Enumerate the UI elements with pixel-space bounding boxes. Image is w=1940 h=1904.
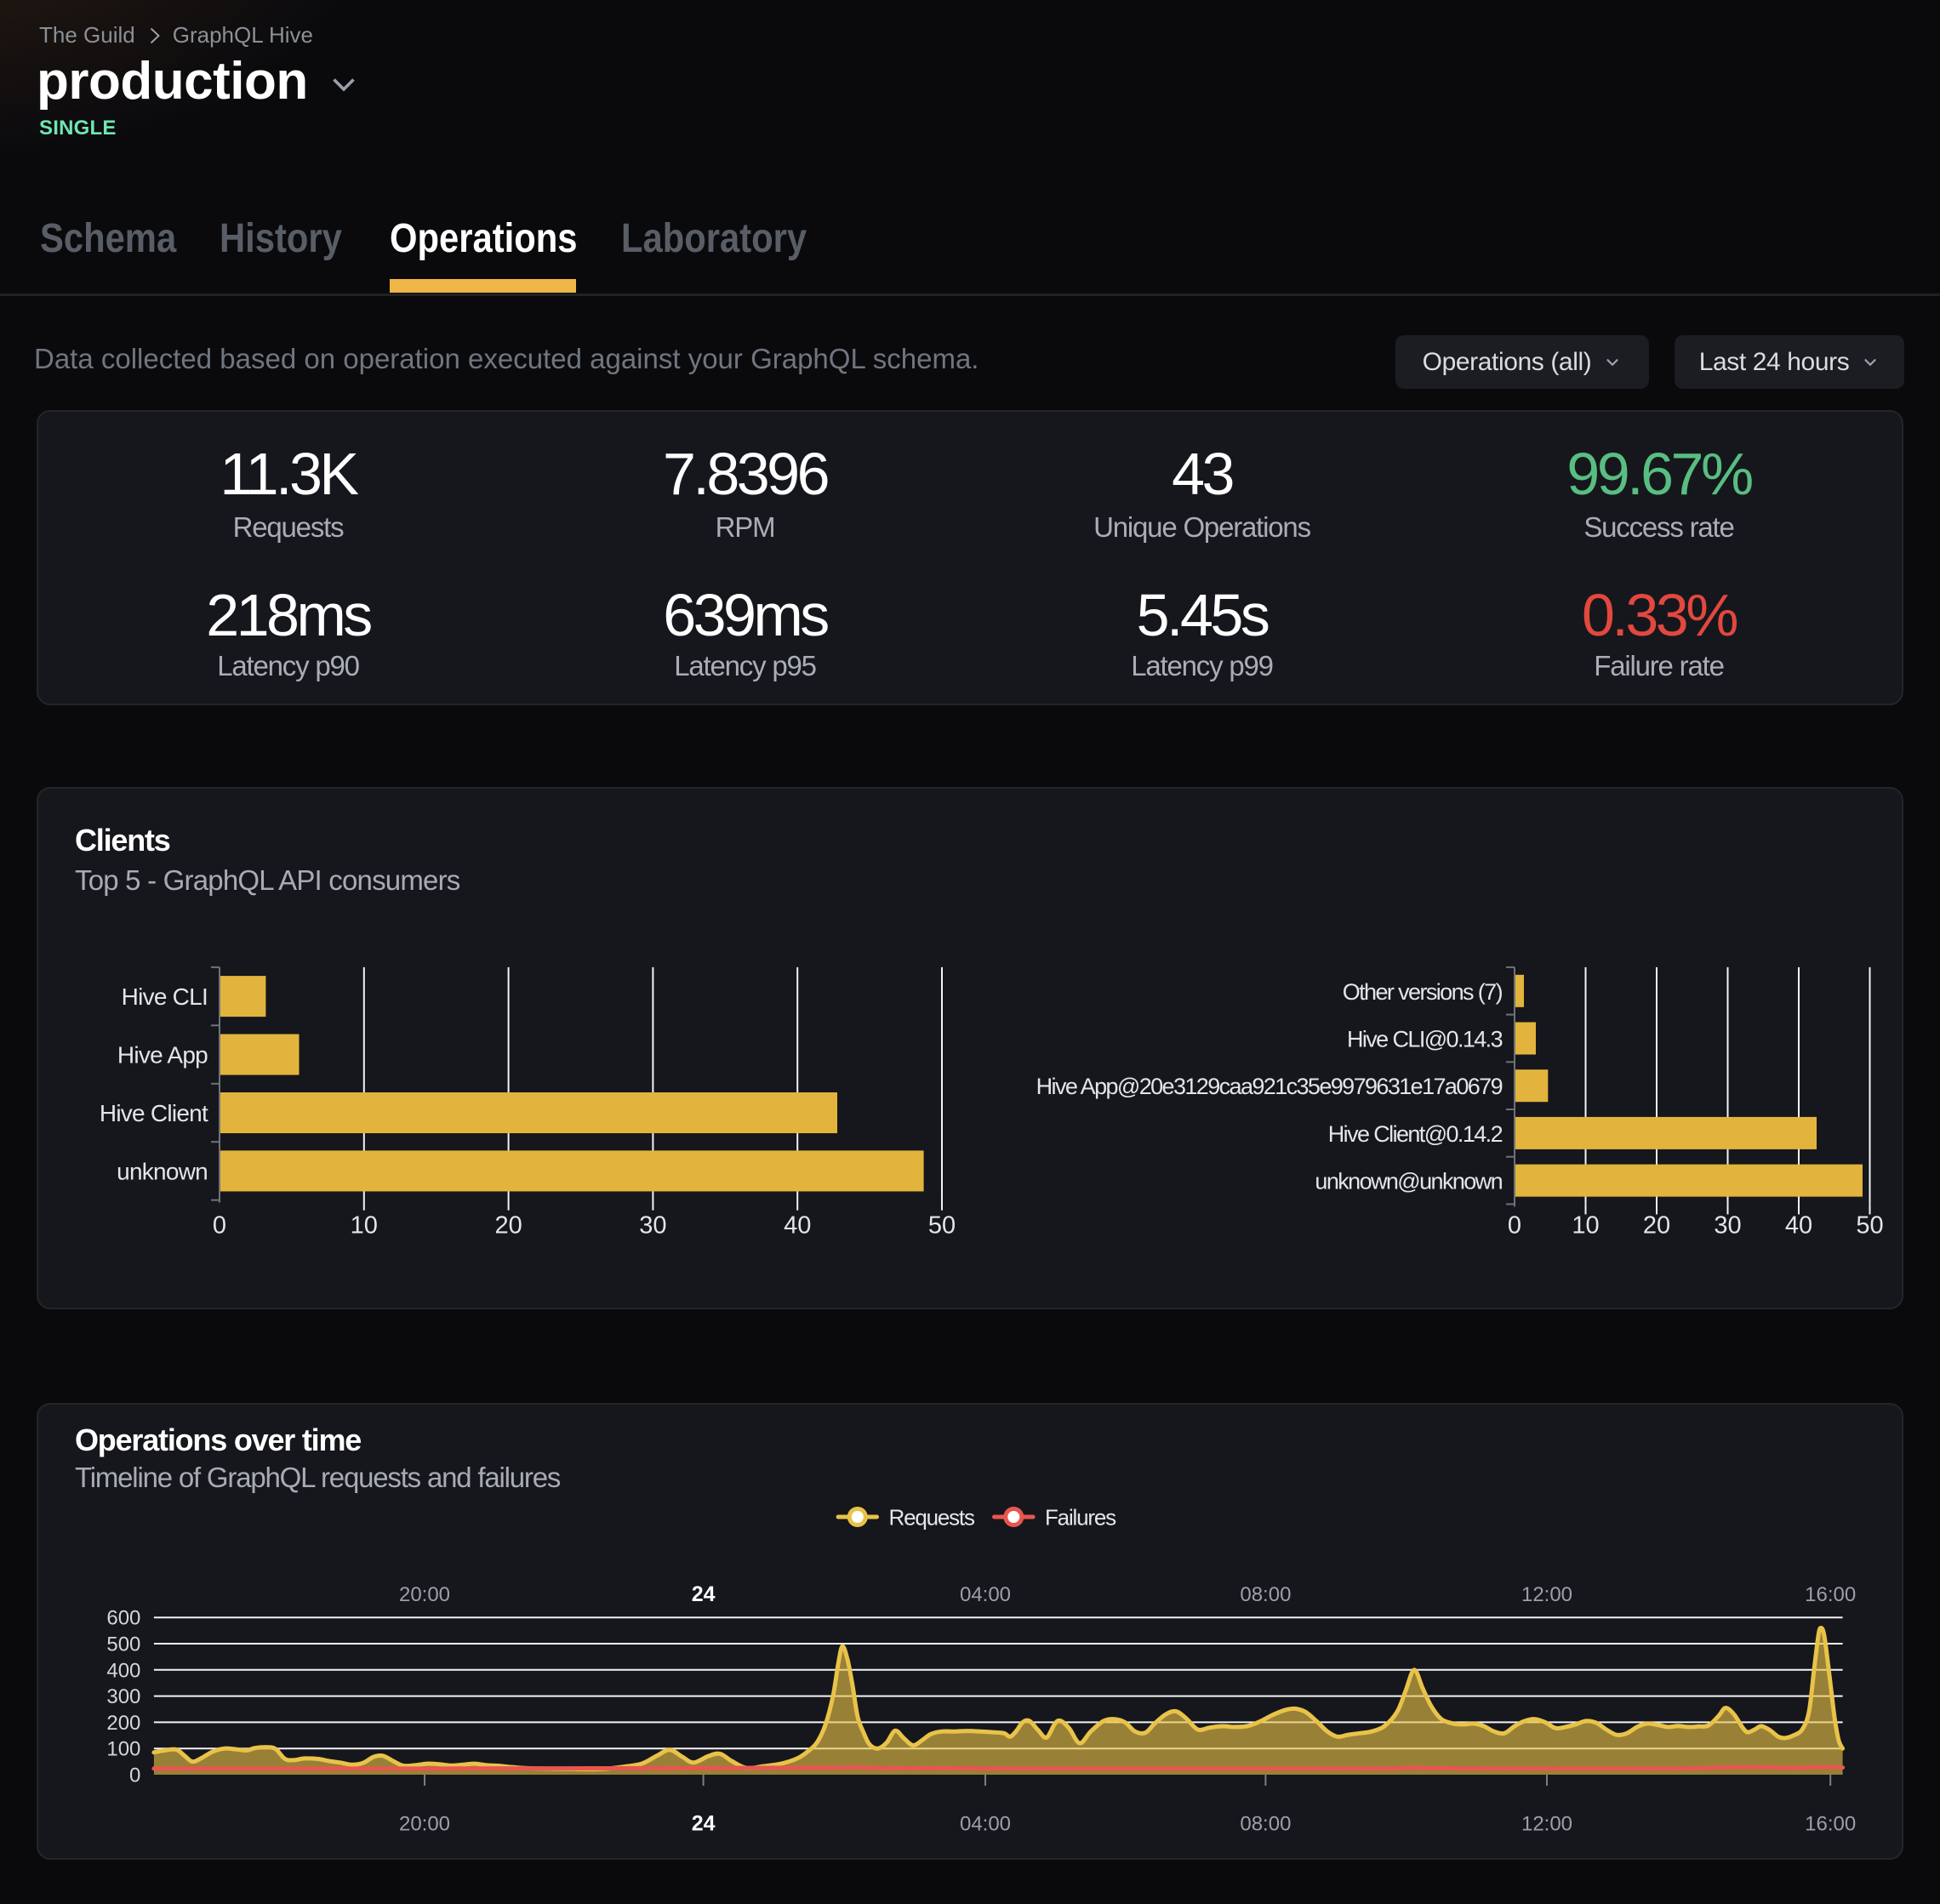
svg-text:24: 24 (692, 1812, 716, 1836)
svg-text:20:00: 20:00 (399, 1813, 450, 1836)
svg-text:12:00: 12:00 (1521, 1813, 1572, 1836)
svg-text:20: 20 (1643, 1212, 1670, 1240)
svg-text:Other versions (7): Other versions (7) (1343, 979, 1503, 1005)
svg-text:04:00: 04:00 (960, 1583, 1011, 1606)
svg-text:50: 50 (928, 1212, 956, 1240)
svg-text:0: 0 (129, 1764, 140, 1787)
svg-text:12:00: 12:00 (1521, 1583, 1572, 1606)
svg-text:40: 40 (1785, 1212, 1812, 1240)
svg-text:10: 10 (351, 1212, 378, 1240)
svg-text:08:00: 08:00 (1240, 1583, 1291, 1606)
svg-text:unknown@unknown: unknown@unknown (1315, 1169, 1502, 1194)
svg-text:10: 10 (1572, 1212, 1599, 1240)
svg-text:24: 24 (692, 1582, 716, 1606)
svg-text:500: 500 (106, 1633, 140, 1656)
svg-text:08:00: 08:00 (1240, 1813, 1291, 1836)
svg-text:Hive App: Hive App (117, 1042, 208, 1069)
svg-text:unknown: unknown (117, 1158, 208, 1184)
svg-text:20: 20 (494, 1212, 522, 1240)
svg-text:30: 30 (1714, 1212, 1741, 1240)
svg-text:04:00: 04:00 (960, 1813, 1011, 1836)
svg-text:Requests: Requests (889, 1505, 975, 1531)
svg-text:600: 600 (106, 1607, 140, 1630)
svg-text:Hive Client@0.14.2: Hive Client@0.14.2 (1328, 1121, 1503, 1147)
svg-text:40: 40 (784, 1212, 811, 1240)
svg-text:Hive CLI: Hive CLI (122, 983, 208, 1010)
svg-text:16:00: 16:00 (1805, 1583, 1856, 1606)
svg-text:20:00: 20:00 (399, 1583, 450, 1606)
svg-text:400: 400 (106, 1659, 140, 1682)
svg-text:50: 50 (1856, 1212, 1883, 1240)
svg-text:100: 100 (106, 1738, 140, 1761)
svg-text:300: 300 (106, 1685, 140, 1708)
svg-text:Hive Client: Hive Client (100, 1100, 208, 1126)
svg-text:Failures: Failures (1045, 1505, 1116, 1531)
svg-text:0: 0 (213, 1212, 226, 1240)
svg-text:200: 200 (106, 1712, 140, 1735)
svg-text:16:00: 16:00 (1805, 1813, 1856, 1836)
svg-text:Hive App@20e3129caa921c35e9979: Hive App@20e3129caa921c35e9979631e17a067… (1036, 1074, 1503, 1099)
svg-text:Hive CLI@0.14.3: Hive CLI@0.14.3 (1347, 1027, 1503, 1052)
svg-text:0: 0 (1508, 1212, 1521, 1240)
svg-text:30: 30 (639, 1212, 666, 1240)
